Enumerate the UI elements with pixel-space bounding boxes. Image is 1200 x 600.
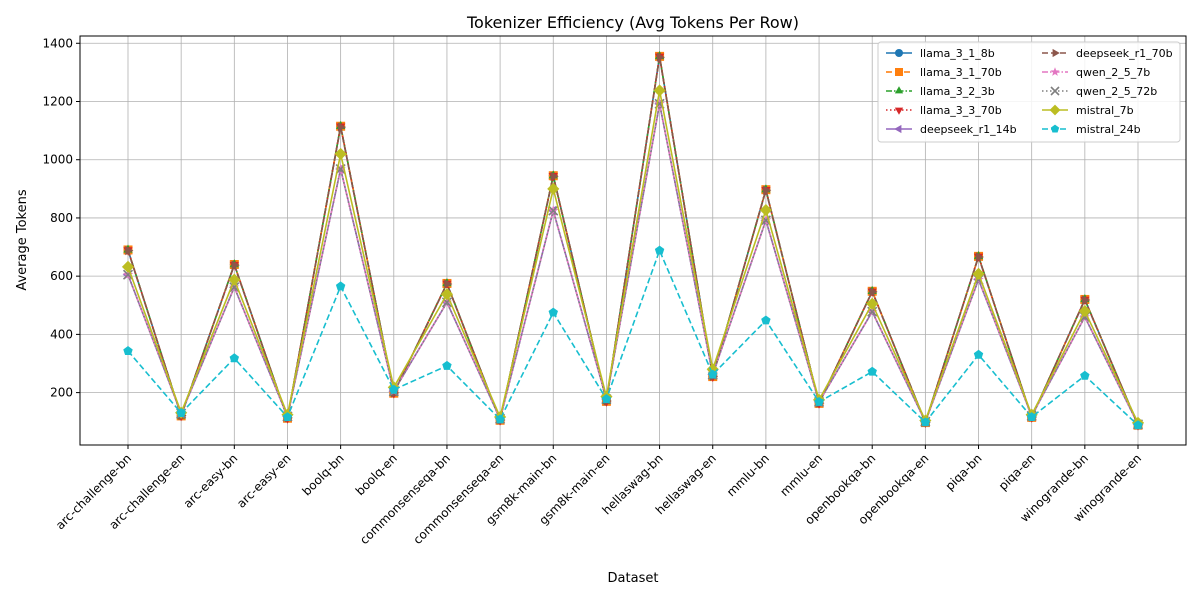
data-point-mistral_24b [814, 396, 824, 406]
plot-frame [79, 35, 1187, 446]
data-point-mistral_24b [282, 412, 293, 422]
legend-label-deepseek_r1_14b: deepseek_r1_14b [920, 123, 1017, 136]
y-tick-label: 200 [50, 386, 73, 400]
data-point-mistral_24b [123, 346, 133, 355]
data-point-mistral_7b [547, 182, 560, 195]
x-axis-title: Dataset [608, 571, 659, 586]
legend-marker-deepseek_r1_70b [1052, 48, 1060, 58]
data-point-mistral_7b [121, 260, 135, 273]
series-line-mistral_7b [127, 89, 1139, 424]
data-point-mistral_24b [1080, 370, 1090, 380]
data-point-mistral_7b [440, 288, 454, 301]
data-point-deepseek_r1_70b [763, 185, 772, 195]
data-point-mistral_24b [761, 315, 771, 325]
y-tick-label: 800 [50, 211, 73, 225]
data-point-deepseek_r1_70b [869, 287, 878, 297]
legend-marker-mistral_7b [1049, 104, 1061, 116]
legend-label-qwen_2_5_72b: qwen_2_5_72b [1076, 85, 1157, 98]
series-layer [121, 50, 1145, 431]
data-point-qwen_2_5_72b [229, 282, 240, 293]
data-point-mistral_7b [759, 204, 772, 217]
data-point-mistral_24b [973, 349, 984, 359]
data-point-deepseek_r1_70b [444, 279, 453, 289]
series-line-mistral_24b [127, 249, 1139, 426]
legend-marker-llama_3_3_70b [894, 107, 904, 115]
legend-box [877, 41, 1181, 143]
legend-marker-qwen_2_5_72b [1050, 86, 1060, 96]
data-point-deepseek_r1_70b [337, 122, 347, 132]
legend: llama_3_1_8b llama_3_1_70b llama_3_2_3blla… [877, 41, 1181, 143]
legend-label-mistral_24b: mistral_24b [1076, 123, 1141, 136]
data-point-deepseek_r1_70b [231, 260, 240, 270]
data-point-mistral_24b [548, 307, 558, 317]
y-tick-label: 1200 [42, 94, 73, 108]
legend-label-qwen_2_5_7b: qwen_2_5_7b [1076, 66, 1150, 79]
legend-label-llama_3_1_8b: llama_3_1_8b [920, 47, 995, 60]
data-point-mistral_7b [228, 273, 241, 286]
series-line-llama_3_3_70b [127, 55, 1139, 426]
data-point-mistral_24b [442, 360, 452, 370]
y-tick-label: 600 [50, 269, 73, 283]
data-point-mistral_24b [229, 353, 240, 363]
legend-marker-mistral_24b [1050, 124, 1060, 133]
y-tick-label: 1400 [42, 36, 73, 50]
legend-label-mistral_7b: mistral_7b [1076, 104, 1134, 117]
data-point-mistral_24b [176, 408, 186, 417]
legend-marker-llama_3_1_70b [895, 68, 903, 76]
legend-marker-qwen_2_5_7b [1050, 67, 1060, 76]
y-tick-label: 400 [50, 327, 73, 341]
data-point-mistral_7b [866, 297, 879, 310]
series-line-qwen_2_5_7b [127, 103, 1139, 425]
legend-marker-llama_3_1_8b [895, 49, 903, 57]
legend-label-llama_3_2_3b: llama_3_2_3b [920, 85, 995, 98]
y-axis-title: Average Tokens [15, 189, 30, 291]
data-point-deepseek_r1_70b [125, 245, 134, 256]
data-point-mistral_24b [867, 366, 877, 376]
data-point-mistral_7b [653, 84, 666, 97]
data-point-mistral_24b [601, 394, 612, 404]
data-point-mistral_24b [1133, 420, 1143, 430]
data-point-mistral_7b [334, 147, 347, 160]
data-point-qwen_2_5_72b [548, 205, 559, 216]
data-point-mistral_24b [495, 414, 505, 424]
data-point-deepseek_r1_70b [1082, 295, 1091, 305]
data-point-mistral_24b [920, 417, 931, 427]
legend-label-llama_3_3_70b: llama_3_3_70b [920, 104, 1002, 117]
chart-title: Tokenizer Efficiency (Avg Tokens Per Row… [466, 13, 799, 32]
legend-label-deepseek_r1_70b: deepseek_r1_70b [1076, 47, 1173, 60]
data-point-mistral_24b [1026, 412, 1037, 422]
data-point-mistral_7b [1078, 305, 1091, 318]
data-point-mistral_24b [389, 384, 399, 394]
legend-label-llama_3_1_70b: llama_3_1_70b [920, 66, 1002, 79]
data-point-qwen_2_5_72b [122, 269, 134, 280]
legend-marker-deepseek_r1_14b [894, 124, 902, 134]
data-point-deepseek_r1_70b [550, 171, 559, 181]
data-point-mistral_7b [972, 267, 985, 280]
data-point-deepseek_r1_70b [656, 52, 665, 62]
data-point-mistral_24b [654, 245, 665, 255]
data-point-mistral_24b [708, 369, 718, 379]
series-mistral_24b [123, 245, 1143, 430]
legend-marker-llama_3_2_3b [894, 86, 904, 94]
y-tick-label: 1000 [42, 153, 73, 167]
data-point-deepseek_r1_70b [975, 252, 984, 262]
data-point-mistral_24b [335, 281, 346, 291]
